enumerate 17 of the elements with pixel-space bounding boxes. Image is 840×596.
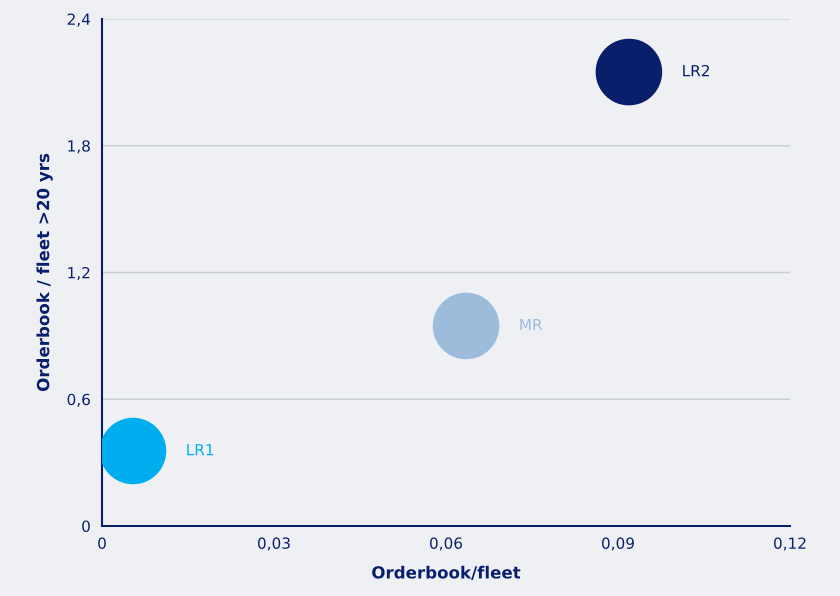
series-label: LR2: [683, 64, 709, 76]
y-tick-label: 2,4: [68, 13, 90, 27]
series-label: MR: [520, 319, 542, 330]
x-tick-label: 0,06: [430, 537, 462, 550]
y-tick-label: 1,2: [68, 266, 90, 280]
point: [432, 292, 500, 360]
series-label: LR1: [187, 444, 214, 456]
point: [596, 38, 662, 106]
x-axis-title: Orderbook/fleet: [372, 566, 520, 580]
y-tick-label: 0: [82, 520, 90, 532]
x-tick-label: 0,12: [774, 537, 806, 550]
x-tick-label: 0: [98, 537, 106, 549]
y-tick-label: 1,8: [68, 140, 90, 154]
y-tick-label: 0,6: [68, 394, 90, 407]
x-tick-label: 0,03: [258, 537, 290, 550]
x-tick-label: 0,09: [602, 537, 634, 550]
y-axis-title: Orderbook / fleet >20 yrs: [36, 154, 53, 392]
